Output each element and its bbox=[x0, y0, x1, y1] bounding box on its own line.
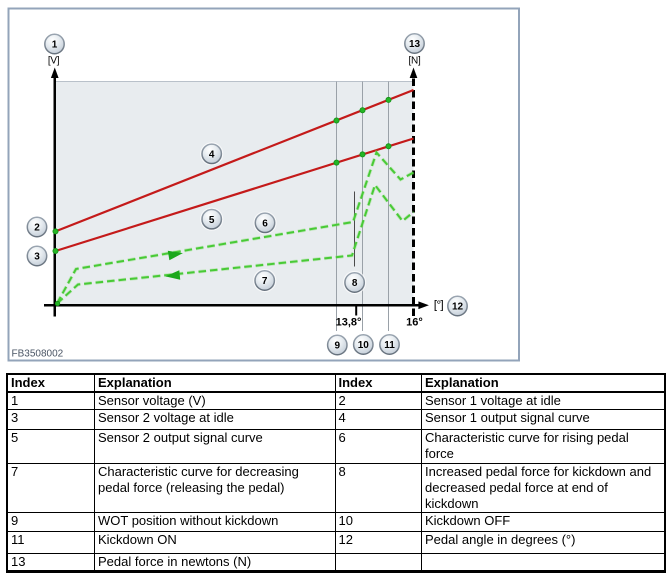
svg-text:13,8°: 13,8° bbox=[336, 316, 362, 328]
svg-text:11: 11 bbox=[384, 340, 395, 351]
svg-text:FB3508002: FB3508002 bbox=[12, 349, 64, 360]
svg-text:[N]: [N] bbox=[409, 56, 421, 67]
svg-text:12: 12 bbox=[452, 302, 464, 313]
svg-text:1: 1 bbox=[52, 40, 58, 51]
svg-text:9: 9 bbox=[335, 341, 341, 352]
svg-text:4: 4 bbox=[209, 149, 215, 160]
svg-text:5: 5 bbox=[209, 215, 215, 226]
svg-text:[°]: [°] bbox=[434, 297, 444, 311]
svg-text:10: 10 bbox=[358, 340, 370, 351]
svg-text:[V]: [V] bbox=[48, 56, 60, 67]
svg-text:3: 3 bbox=[34, 252, 40, 263]
svg-text:6: 6 bbox=[262, 218, 268, 229]
svg-text:16°: 16° bbox=[406, 316, 423, 328]
svg-text:2: 2 bbox=[34, 223, 40, 234]
svg-text:13: 13 bbox=[409, 39, 421, 50]
svg-text:8: 8 bbox=[352, 278, 358, 289]
svg-text:7: 7 bbox=[262, 276, 268, 287]
